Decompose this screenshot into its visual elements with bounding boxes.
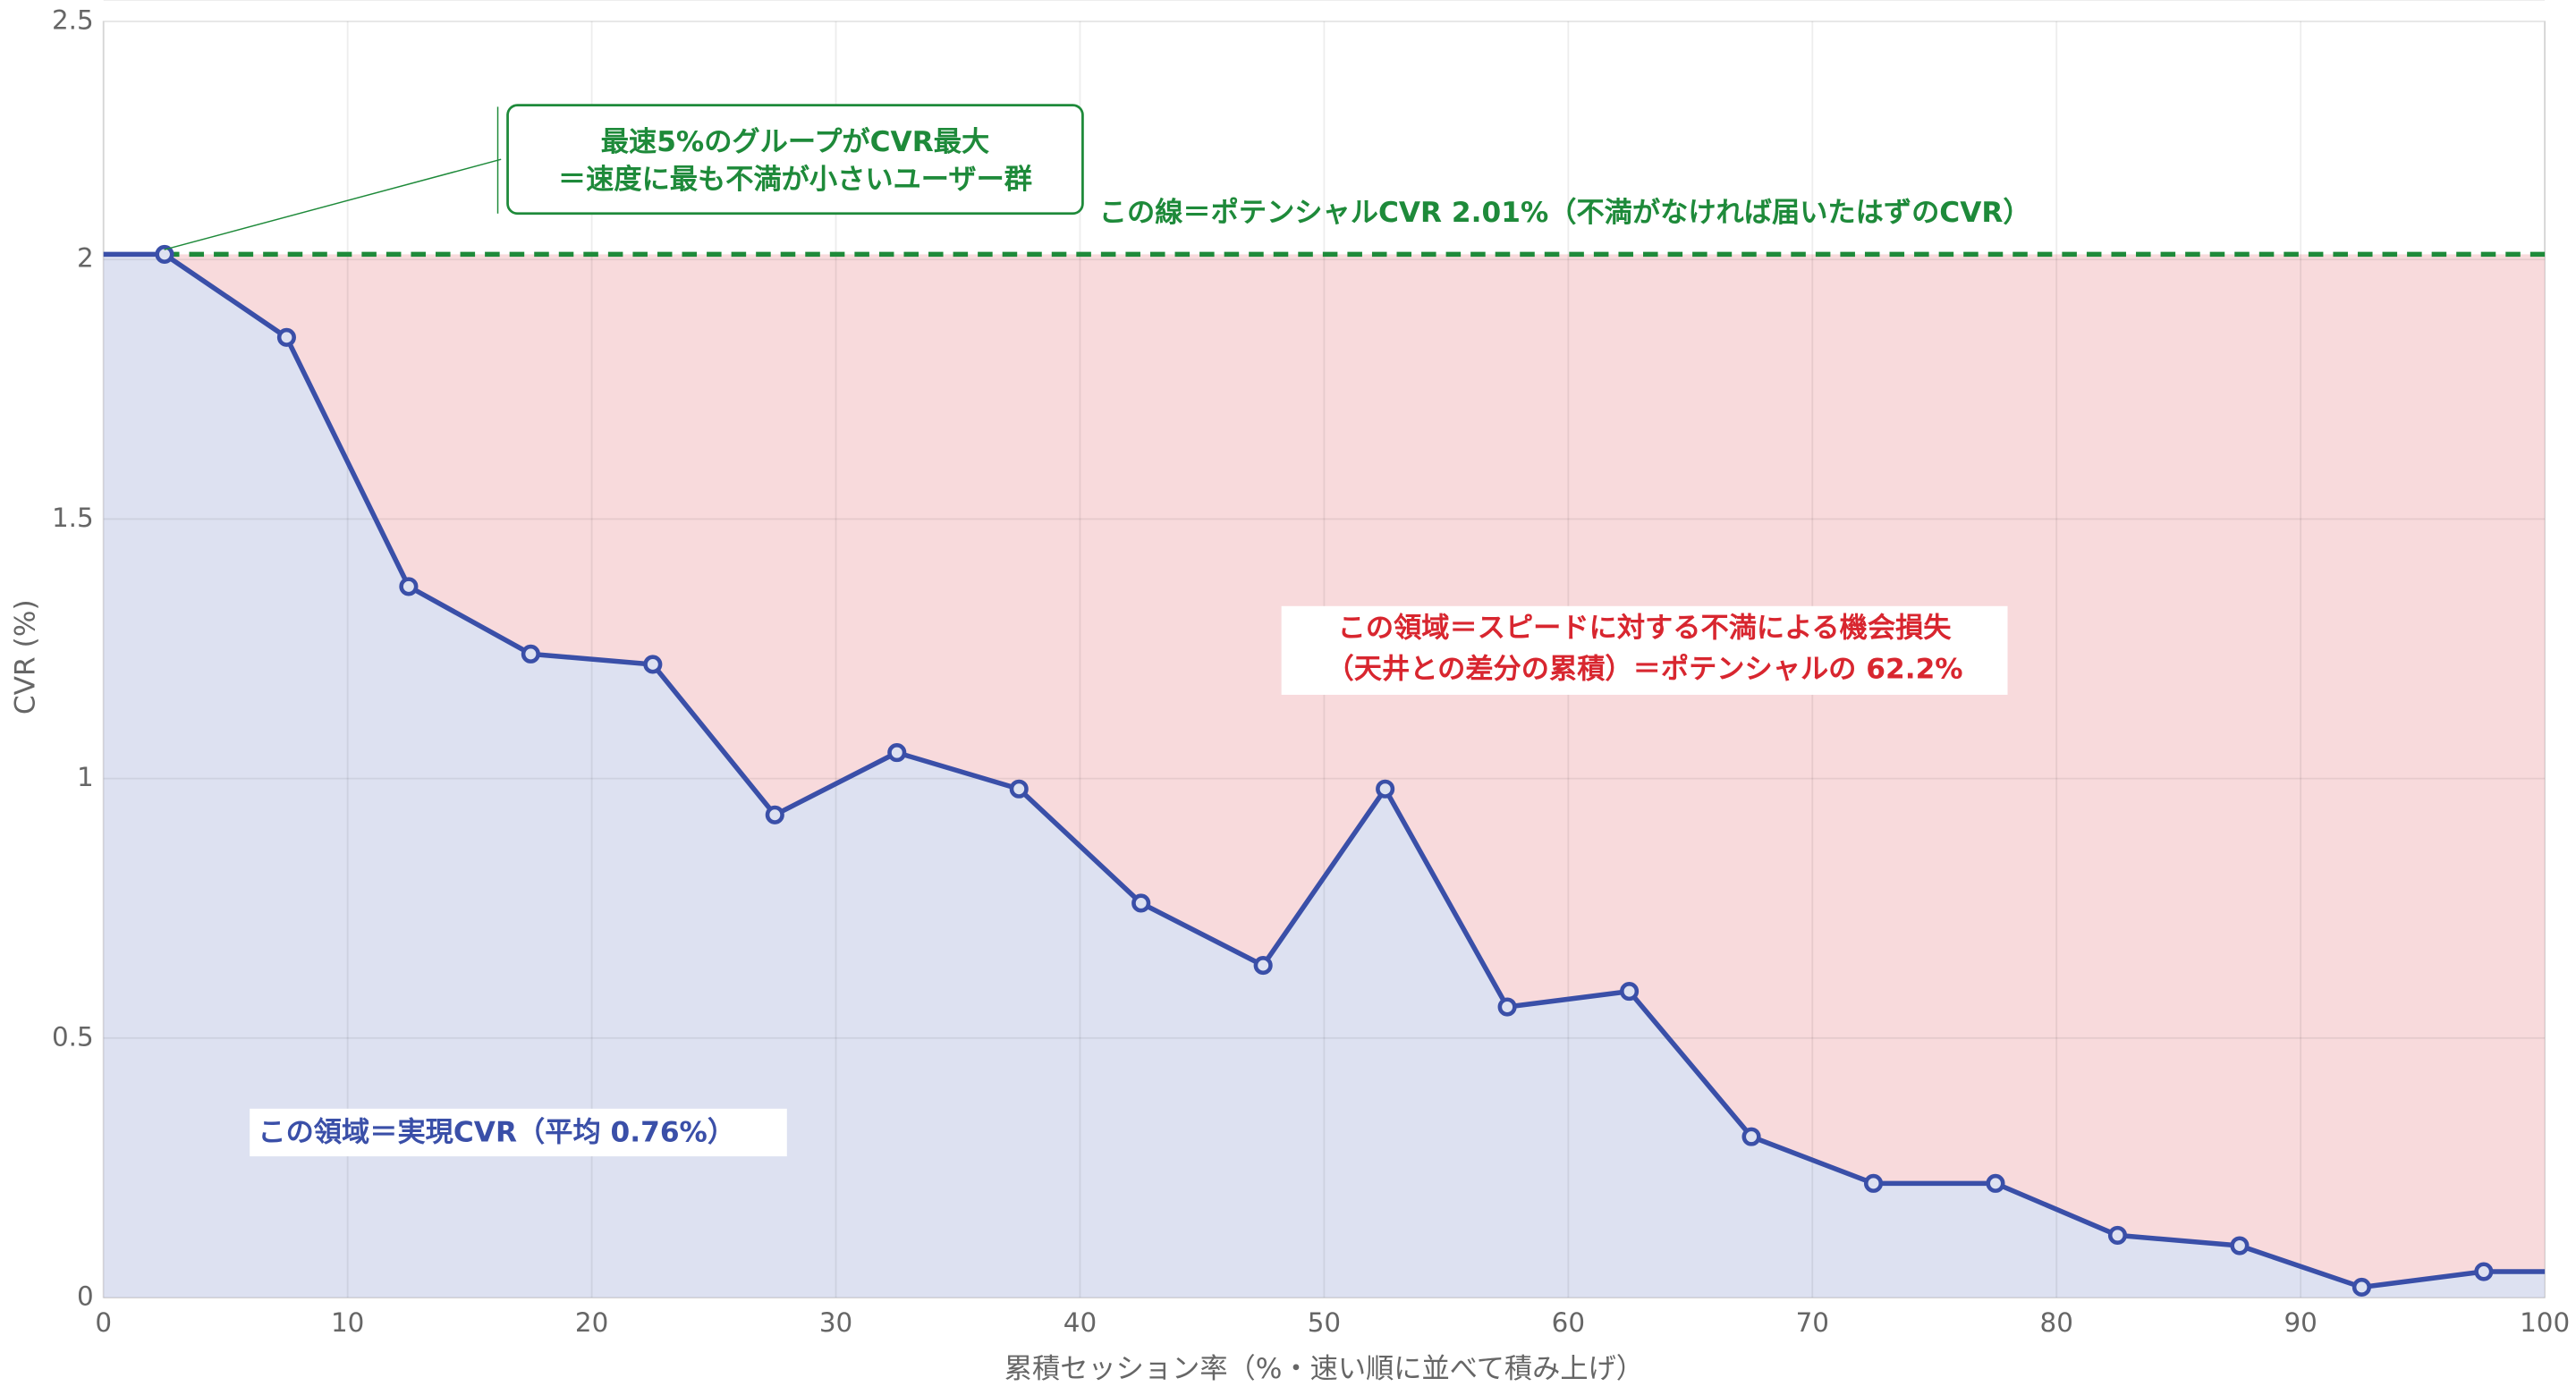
x-tick-label: 80	[2040, 1307, 2073, 1338]
x-axis-title: 累積セッション率（%・速い順に並べて積み上げ）	[1004, 1353, 1644, 1385]
reference-label: この線＝ポテンシャルCVR 2.01%（不満がなければ届いたはずのCVR）	[1099, 197, 2031, 229]
annotation-text: この領域＝実現CVR（平均 0.76%）	[258, 1116, 735, 1148]
x-tick-label: 0	[95, 1307, 112, 1338]
annotation-text: （天井との差分の累積）＝ポテンシャルの 62.2%	[1326, 653, 1963, 685]
x-tick-label: 10	[331, 1307, 364, 1338]
x-tick-label: 40	[1063, 1307, 1097, 1338]
data-point	[2230, 1236, 2250, 1256]
y-tick-label: 2.5	[52, 4, 94, 35]
cvr-line	[163, 252, 2485, 1290]
data-point	[2351, 1277, 2371, 1298]
y-tick-label: 1	[77, 762, 94, 792]
data-point	[1741, 1127, 1761, 1146]
y-tick-label: 0	[77, 1281, 94, 1312]
annotation-bg	[1281, 605, 2008, 695]
x-tick-label: 30	[819, 1307, 852, 1338]
x-tick-label: 90	[2284, 1307, 2317, 1338]
data-point	[155, 244, 174, 264]
data-point	[887, 743, 907, 763]
annotation-bg	[250, 1108, 787, 1157]
data-point	[1253, 956, 1273, 976]
data-point	[1986, 1173, 2005, 1193]
annotation-box	[506, 104, 1084, 216]
data-point	[1863, 1173, 1884, 1193]
annotation-text: 最速5%のグループがCVR最大	[601, 126, 989, 158]
annotation-pointer	[164, 158, 502, 250]
y-tick-label: 2	[77, 243, 94, 274]
data-point	[399, 577, 419, 596]
y-tick-label: 0.5	[52, 1021, 94, 1052]
x-tick-label: 70	[1796, 1307, 1829, 1338]
annotation-text: ＝速度に最も不満が小さいユーザー群	[558, 164, 1032, 196]
data-point	[1376, 779, 1395, 799]
data-point	[1497, 997, 1517, 1017]
data-point	[2107, 1225, 2128, 1245]
data-point	[521, 644, 540, 664]
data-point	[765, 805, 784, 824]
data-point	[643, 655, 663, 674]
data-point	[2474, 1262, 2494, 1281]
x-tick-label: 20	[575, 1307, 608, 1338]
x-tick-label: 60	[1552, 1307, 1585, 1338]
data-point	[276, 327, 296, 347]
y-axis-title: CVR (%)	[9, 599, 41, 714]
realized-region	[103, 254, 2546, 1298]
x-tick-label: 100	[2520, 1307, 2570, 1338]
y-tick-label: 1.5	[52, 503, 94, 533]
data-point	[1131, 893, 1151, 913]
marks	[103, 244, 2546, 1298]
x-tick-label: 50	[1308, 1307, 1341, 1338]
data-point	[1009, 779, 1029, 799]
annotation-text: この領域＝スピードに対する不満による機会損失	[1338, 613, 1953, 645]
data-point	[1620, 982, 1640, 1002]
